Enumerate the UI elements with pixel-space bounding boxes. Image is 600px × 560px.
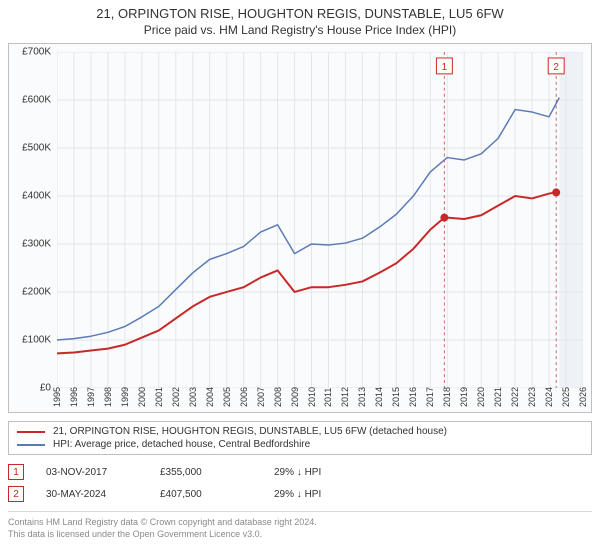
- chart-svg: 12: [57, 52, 583, 388]
- x-tick-label: 2009: [290, 387, 300, 407]
- x-tick-label: 1999: [120, 387, 130, 407]
- legend-label: HPI: Average price, detached house, Cent…: [53, 439, 310, 450]
- transaction-price: £355,000: [160, 467, 252, 478]
- transaction-badge: 2: [8, 486, 24, 502]
- x-tick-label: 2003: [188, 387, 198, 407]
- legend-item: 21, ORPINGTON RISE, HOUGHTON REGIS, DUNS…: [17, 426, 583, 437]
- transaction-price: £407,500: [160, 489, 252, 500]
- x-tick-label: 1995: [52, 387, 62, 407]
- legend-box: 21, ORPINGTON RISE, HOUGHTON REGIS, DUNS…: [8, 421, 592, 455]
- x-tick-label: 2026: [578, 387, 588, 407]
- x-tick-label: 1998: [103, 387, 113, 407]
- x-tick-label: 2013: [357, 387, 367, 407]
- y-tick-label: £600K: [22, 95, 51, 106]
- x-tick-label: 2014: [374, 387, 384, 407]
- plot-area: 12: [57, 52, 583, 388]
- x-tick-label: 2007: [256, 387, 266, 407]
- x-tick-label: 2006: [239, 387, 249, 407]
- x-tick-label: 2011: [323, 388, 333, 407]
- x-tick-label: 2005: [222, 387, 232, 407]
- x-tick-label: 2017: [425, 387, 435, 407]
- legend-swatch: [17, 431, 45, 433]
- legend-label: 21, ORPINGTON RISE, HOUGHTON REGIS, DUNS…: [53, 426, 447, 437]
- svg-text:2: 2: [553, 62, 559, 73]
- x-tick-label: 2020: [476, 387, 486, 407]
- y-tick-label: £100K: [22, 335, 51, 346]
- chart-box: £0£100K£200K£300K£400K£500K£600K£700K 12…: [8, 43, 592, 413]
- y-axis-labels: £0£100K£200K£300K£400K£500K£600K£700K: [9, 52, 55, 388]
- x-axis-labels: 1995199619971998199920002001200220032004…: [57, 390, 583, 410]
- x-tick-label: 1997: [86, 387, 96, 407]
- y-tick-label: £500K: [22, 143, 51, 154]
- footer-disclaimer: Contains HM Land Registry data © Crown c…: [8, 511, 592, 540]
- x-tick-label: 2004: [205, 387, 215, 407]
- y-tick-label: £200K: [22, 287, 51, 298]
- x-tick-label: 2025: [561, 387, 571, 407]
- y-tick-label: £400K: [22, 191, 51, 202]
- x-tick-label: 2008: [273, 387, 283, 407]
- legend-swatch: [17, 444, 45, 446]
- legend-item: HPI: Average price, detached house, Cent…: [17, 439, 583, 450]
- x-tick-label: 2022: [510, 387, 520, 407]
- y-tick-label: £300K: [22, 239, 51, 250]
- chart-title-block: 21, ORPINGTON RISE, HOUGHTON REGIS, DUNS…: [0, 0, 600, 39]
- x-tick-label: 1996: [69, 387, 79, 407]
- x-tick-label: 2012: [340, 387, 350, 407]
- x-tick-label: 2021: [493, 387, 503, 407]
- x-tick-label: 2000: [137, 387, 147, 407]
- y-tick-label: £700K: [22, 47, 51, 58]
- svg-text:1: 1: [442, 62, 448, 73]
- transaction-date: 03-NOV-2017: [46, 467, 138, 478]
- x-tick-label: 2024: [544, 387, 554, 407]
- y-tick-label: £0: [40, 383, 51, 394]
- x-tick-label: 2023: [527, 387, 537, 407]
- transaction-badge: 1: [8, 464, 24, 480]
- x-tick-label: 2019: [459, 387, 469, 407]
- transaction-delta: 29% ↓ HPI: [274, 467, 366, 478]
- x-tick-label: 2016: [408, 387, 418, 407]
- x-tick-label: 2002: [171, 387, 181, 407]
- transaction-list: 1 03-NOV-2017 £355,000 29% ↓ HPI 2 30-MAY-202…: [8, 461, 592, 505]
- page-root: 21, ORPINGTON RISE, HOUGHTON REGIS, DUNS…: [0, 0, 600, 540]
- footer-line-2: This data is licensed under the Open Gov…: [8, 528, 592, 540]
- x-tick-label: 2001: [154, 387, 164, 407]
- transaction-row: 2 30-MAY-2024 £407,500 29% ↓ HPI: [8, 483, 592, 505]
- transaction-delta: 29% ↓ HPI: [274, 489, 366, 500]
- x-tick-label: 2010: [307, 387, 317, 407]
- chart-title-address: 21, ORPINGTON RISE, HOUGHTON REGIS, DUNS…: [10, 6, 590, 21]
- transaction-date: 30-MAY-2024: [46, 489, 138, 500]
- x-tick-label: 2015: [391, 387, 401, 407]
- transaction-row: 1 03-NOV-2017 £355,000 29% ↓ HPI: [8, 461, 592, 483]
- x-tick-label: 2018: [442, 387, 452, 407]
- chart-title-subtitle: Price paid vs. HM Land Registry's House …: [10, 23, 590, 37]
- footer-line-1: Contains HM Land Registry data © Crown c…: [8, 516, 592, 528]
